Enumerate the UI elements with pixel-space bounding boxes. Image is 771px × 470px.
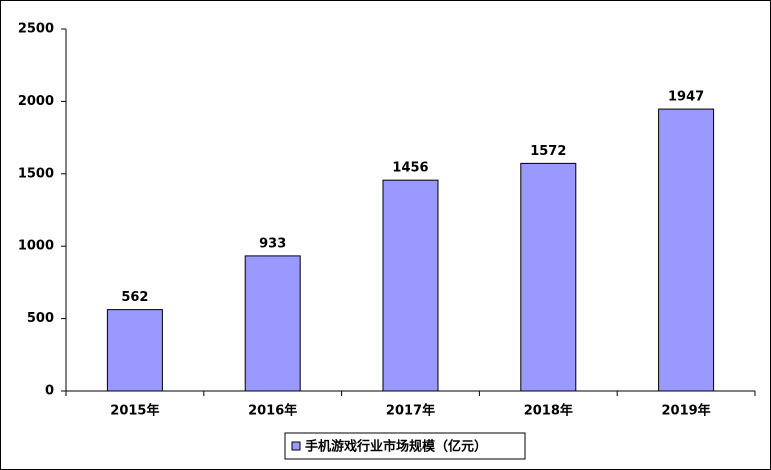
x-tick-label: 2018年 (524, 403, 573, 419)
data-label: 933 (259, 236, 286, 251)
legend-label: 手机游戏行业市场规模（亿元） (305, 439, 487, 455)
legend-swatch (291, 441, 301, 451)
x-tick-label: 2015年 (110, 403, 159, 419)
data-label: 1572 (530, 144, 566, 159)
data-label: 562 (121, 290, 148, 305)
bar (658, 108, 715, 392)
y-tick-label: 2000 (18, 94, 54, 109)
bar (244, 255, 301, 392)
x-tick-label: 2017年 (386, 403, 435, 419)
y-tick-label: 1500 (18, 166, 54, 181)
x-tick-label: 2016年 (248, 403, 297, 419)
y-tick-label: 0 (45, 384, 54, 399)
bar (382, 179, 439, 392)
y-tick-label: 500 (27, 311, 54, 326)
data-label: 1456 (392, 161, 428, 176)
y-tick-label: 2500 (18, 22, 54, 37)
bar (520, 162, 577, 392)
y-tick-label: 1000 (18, 239, 54, 254)
legend-box (284, 432, 526, 460)
data-label: 1947 (668, 90, 704, 105)
bar (106, 309, 163, 392)
x-tick-label: 2019年 (662, 403, 711, 419)
